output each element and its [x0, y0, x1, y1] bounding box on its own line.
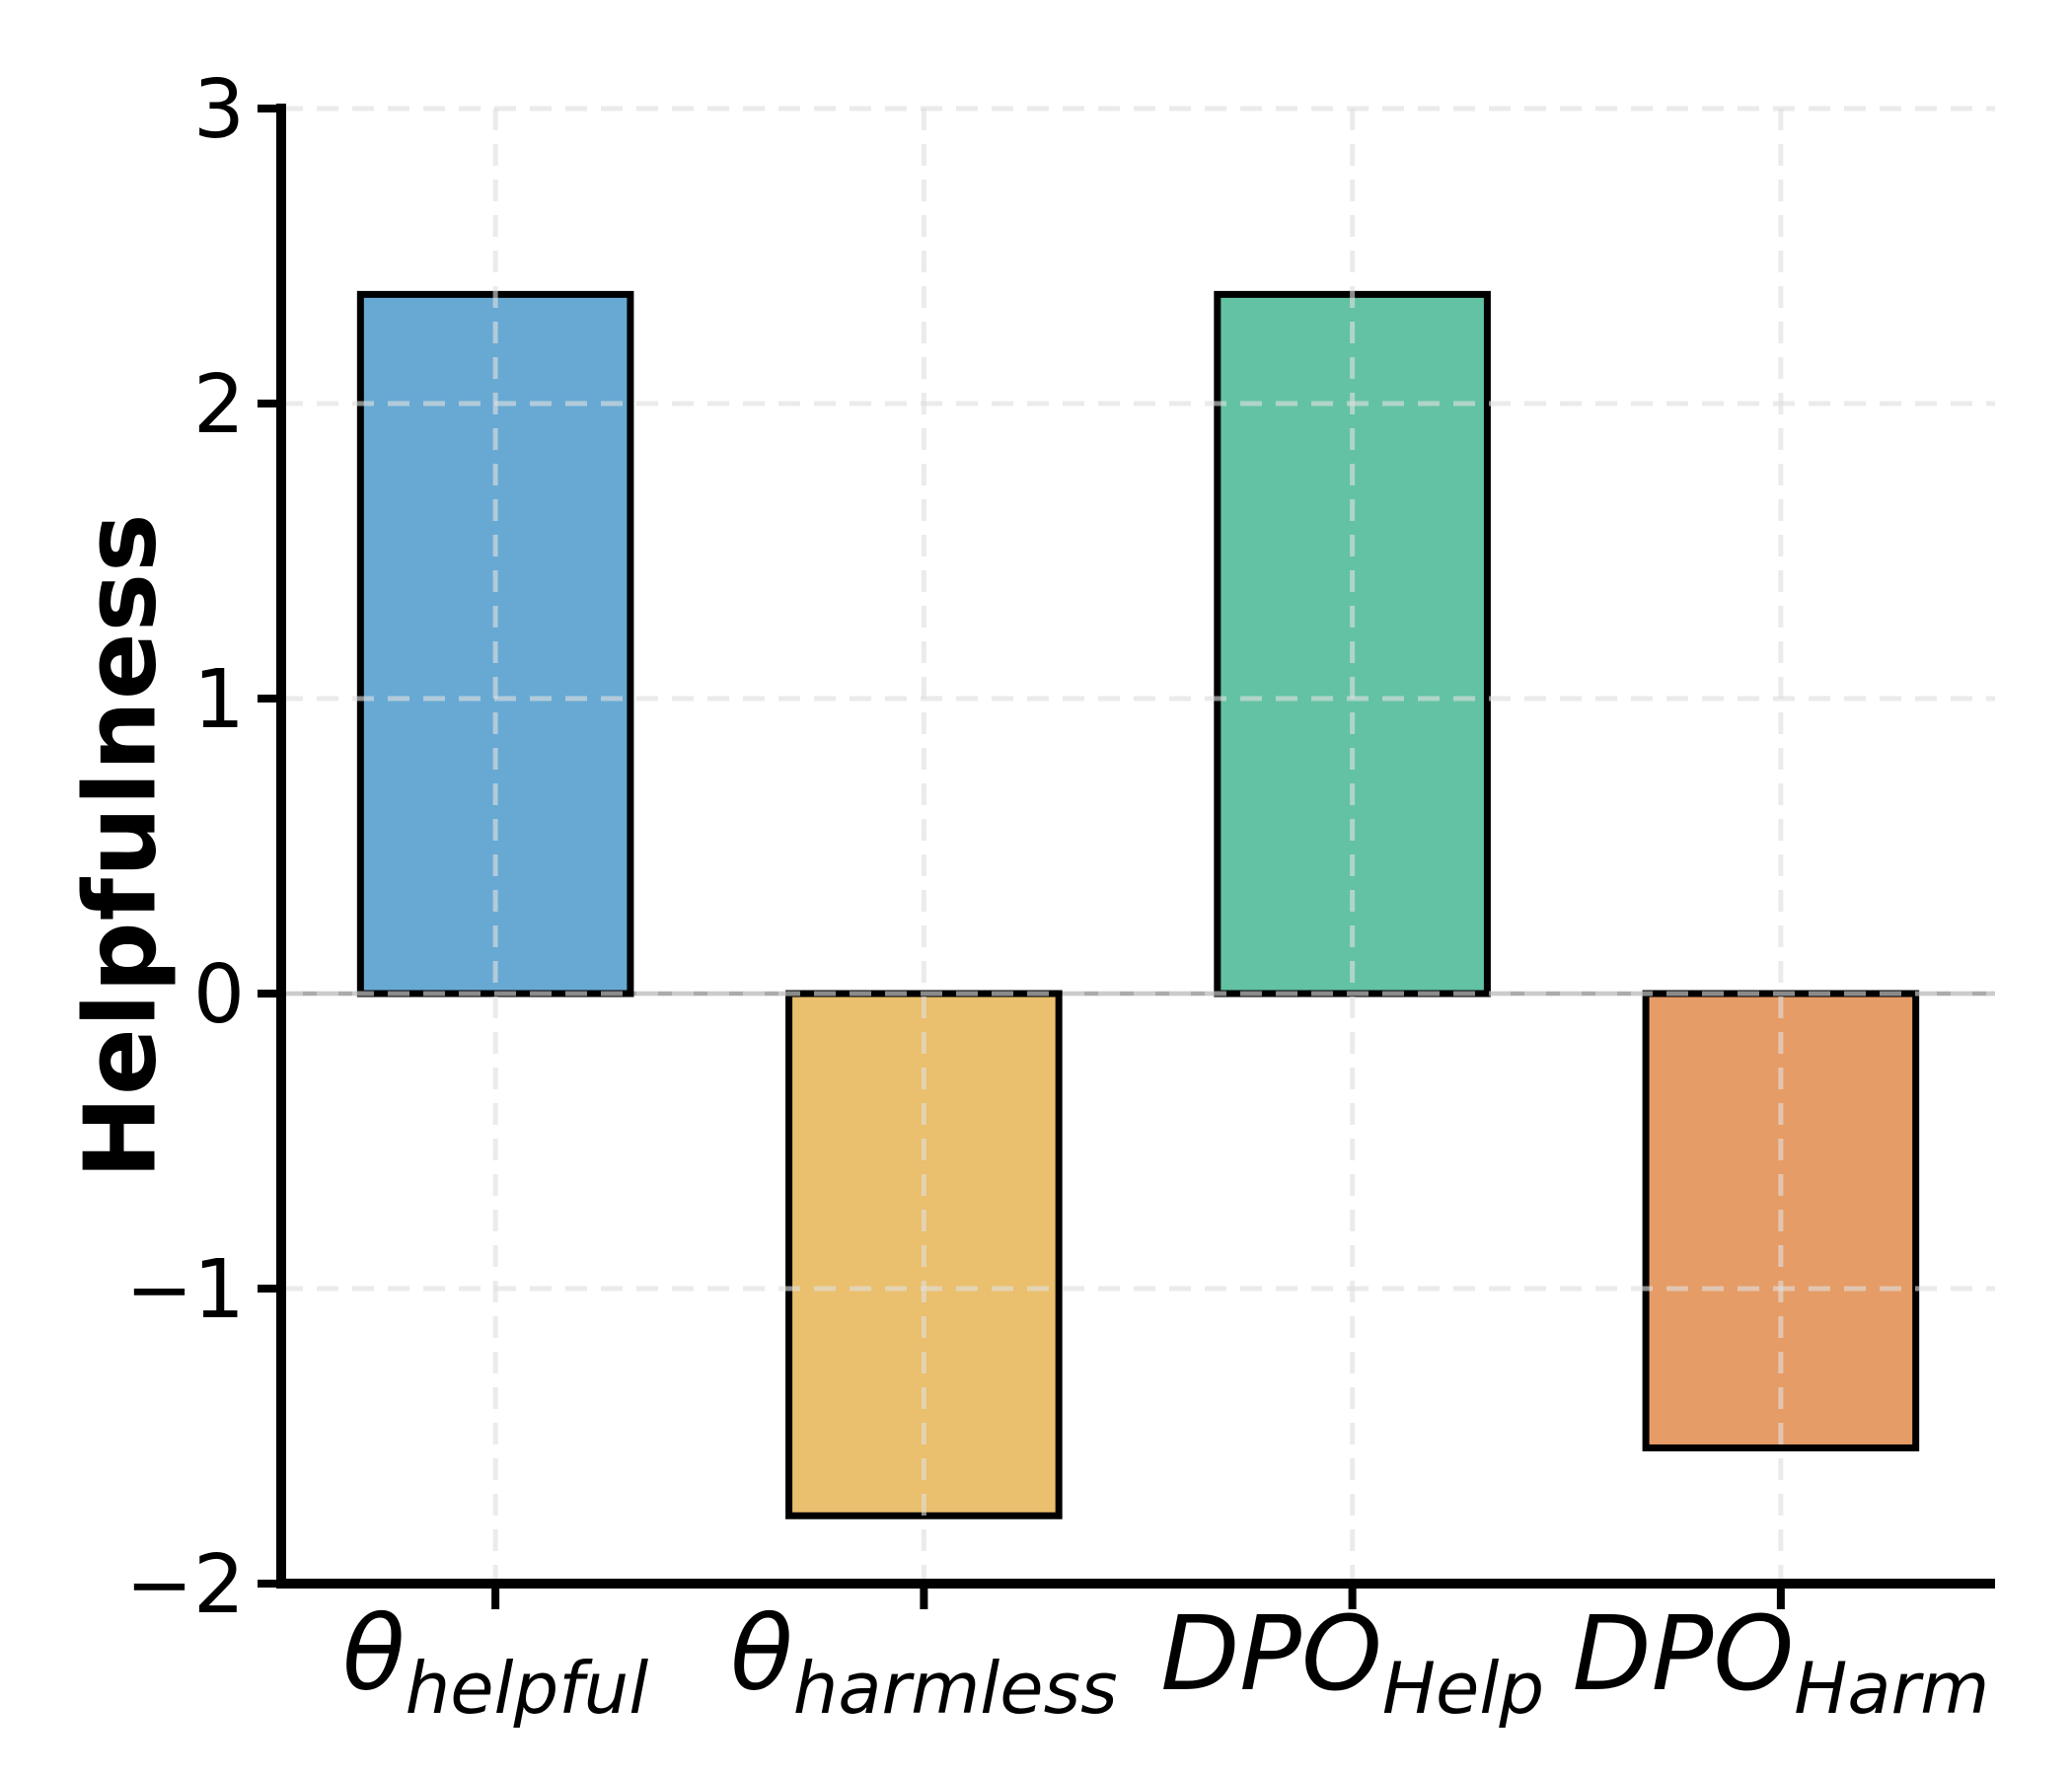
- y-tick-label-2: 2: [193, 358, 245, 452]
- y-tick-label--2: −2: [125, 1538, 245, 1632]
- x-tick-label-theta-harmless: θharmless: [730, 1593, 1117, 1730]
- x-tick-label-dpo-harm: DPOHarm: [1573, 1593, 1990, 1730]
- y-tick-label-3: 3: [193, 63, 245, 157]
- y-tick-label-1: 1: [193, 653, 245, 747]
- y-tick-label-0: 0: [193, 948, 245, 1042]
- x-tick-label-theta-helpful: θhelpful: [342, 1593, 648, 1730]
- y-tick-label--1: −1: [125, 1243, 245, 1337]
- x-tick-label-dpo-help: DPOHelp: [1160, 1593, 1544, 1730]
